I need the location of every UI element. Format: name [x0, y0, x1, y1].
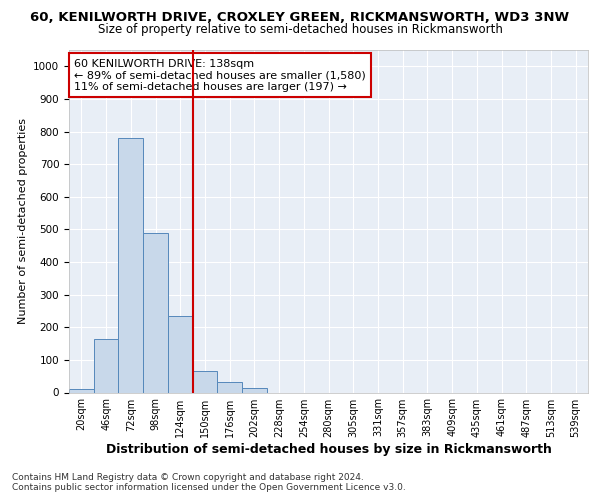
Bar [193, 372, 217, 392]
Text: Contains public sector information licensed under the Open Government Licence v3: Contains public sector information licen… [12, 483, 406, 492]
Bar [143, 232, 168, 392]
Text: Distribution of semi-detached houses by size in Rickmansworth: Distribution of semi-detached houses by … [106, 442, 552, 456]
Text: Size of property relative to semi-detached houses in Rickmansworth: Size of property relative to semi-detach… [98, 22, 502, 36]
Y-axis label: Number of semi-detached properties: Number of semi-detached properties [17, 118, 28, 324]
Bar [242, 388, 267, 392]
Bar [217, 382, 242, 392]
Bar [69, 389, 94, 392]
Bar [168, 316, 193, 392]
Text: 60 KENILWORTH DRIVE: 138sqm
← 89% of semi-detached houses are smaller (1,580)
11: 60 KENILWORTH DRIVE: 138sqm ← 89% of sem… [74, 58, 366, 92]
Bar [94, 338, 118, 392]
Bar [118, 138, 143, 392]
Text: Contains HM Land Registry data © Crown copyright and database right 2024.: Contains HM Land Registry data © Crown c… [12, 472, 364, 482]
Text: 60, KENILWORTH DRIVE, CROXLEY GREEN, RICKMANSWORTH, WD3 3NW: 60, KENILWORTH DRIVE, CROXLEY GREEN, RIC… [31, 11, 569, 24]
